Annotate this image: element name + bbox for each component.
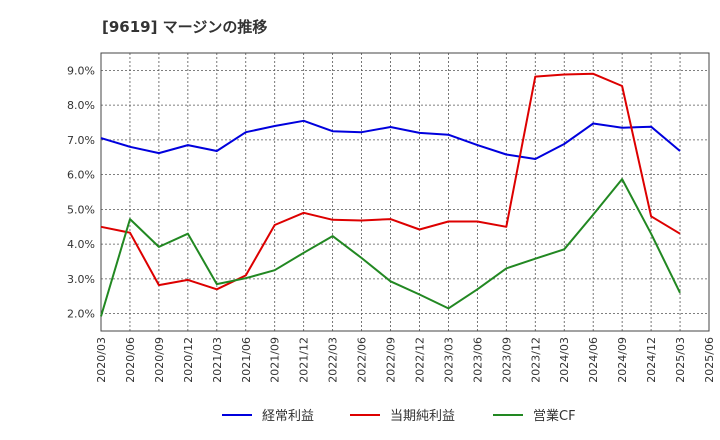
y-tick-label: 8.0% (67, 99, 95, 112)
legend-label-2: 当期純利益 (390, 409, 455, 424)
x-tick-label: 2020/06 (124, 337, 137, 383)
plot-frame (100, 52, 710, 332)
x-tick-label: 2022/03 (327, 337, 340, 383)
x-tick-label: 2021/03 (211, 337, 224, 383)
x-tick-label: 2021/06 (240, 337, 253, 383)
chart-title: [9619] マージンの推移 (102, 18, 267, 36)
x-tick-label: 2024/12 (645, 337, 658, 383)
plot-area: 2.0% 3.0% 4.0% 5.0% 6.0% 7.0% 8.0% 9.0% 2020/03 2… (67, 52, 716, 383)
x-tick-label: 2022/06 (356, 337, 369, 383)
y-tick-label: 6.0% (67, 169, 95, 182)
x-tick-label: 2021/09 (269, 337, 282, 383)
y-tick-label: 4.0% (67, 238, 95, 251)
x-tick-label: 2023/12 (529, 337, 542, 383)
y-tick-label: 9.0% (67, 64, 95, 77)
legend: 経常利益 当期純利益 営業CF (222, 408, 576, 424)
y-tick-label: 2.0% (67, 308, 95, 321)
legend-label-1: 経常利益 (262, 409, 314, 424)
x-tick-label: 2023/06 (471, 337, 484, 383)
x-tick-label: 2022/12 (413, 337, 426, 383)
y-tick-label: 3.0% (67, 273, 95, 286)
x-tick-label: 2025/03 (674, 337, 687, 383)
x-tick-label: 2025/06 (703, 337, 716, 383)
y-tick-label: 5.0% (67, 203, 95, 216)
x-tick-label: 2020/03 (95, 337, 108, 383)
series-line-1 (100, 119, 681, 160)
x-tick-label: 2020/09 (153, 337, 166, 383)
x-tick-label: 2023/09 (500, 337, 513, 383)
x-tick-label: 2024/03 (558, 337, 571, 383)
series-line-3 (100, 178, 681, 317)
y-tick-label: 7.0% (67, 134, 95, 147)
x-tick-label: 2021/12 (298, 337, 311, 383)
legend-label-3: 営業CF (533, 408, 576, 424)
x-tick-label: 2023/03 (442, 337, 455, 383)
x-tick-label: 2024/06 (587, 337, 600, 383)
x-tick-label: 2020/12 (182, 337, 195, 383)
series-line-2 (100, 72, 681, 291)
x-tick-label: 2024/09 (616, 337, 629, 383)
x-tick-label: 2022/09 (385, 337, 398, 383)
